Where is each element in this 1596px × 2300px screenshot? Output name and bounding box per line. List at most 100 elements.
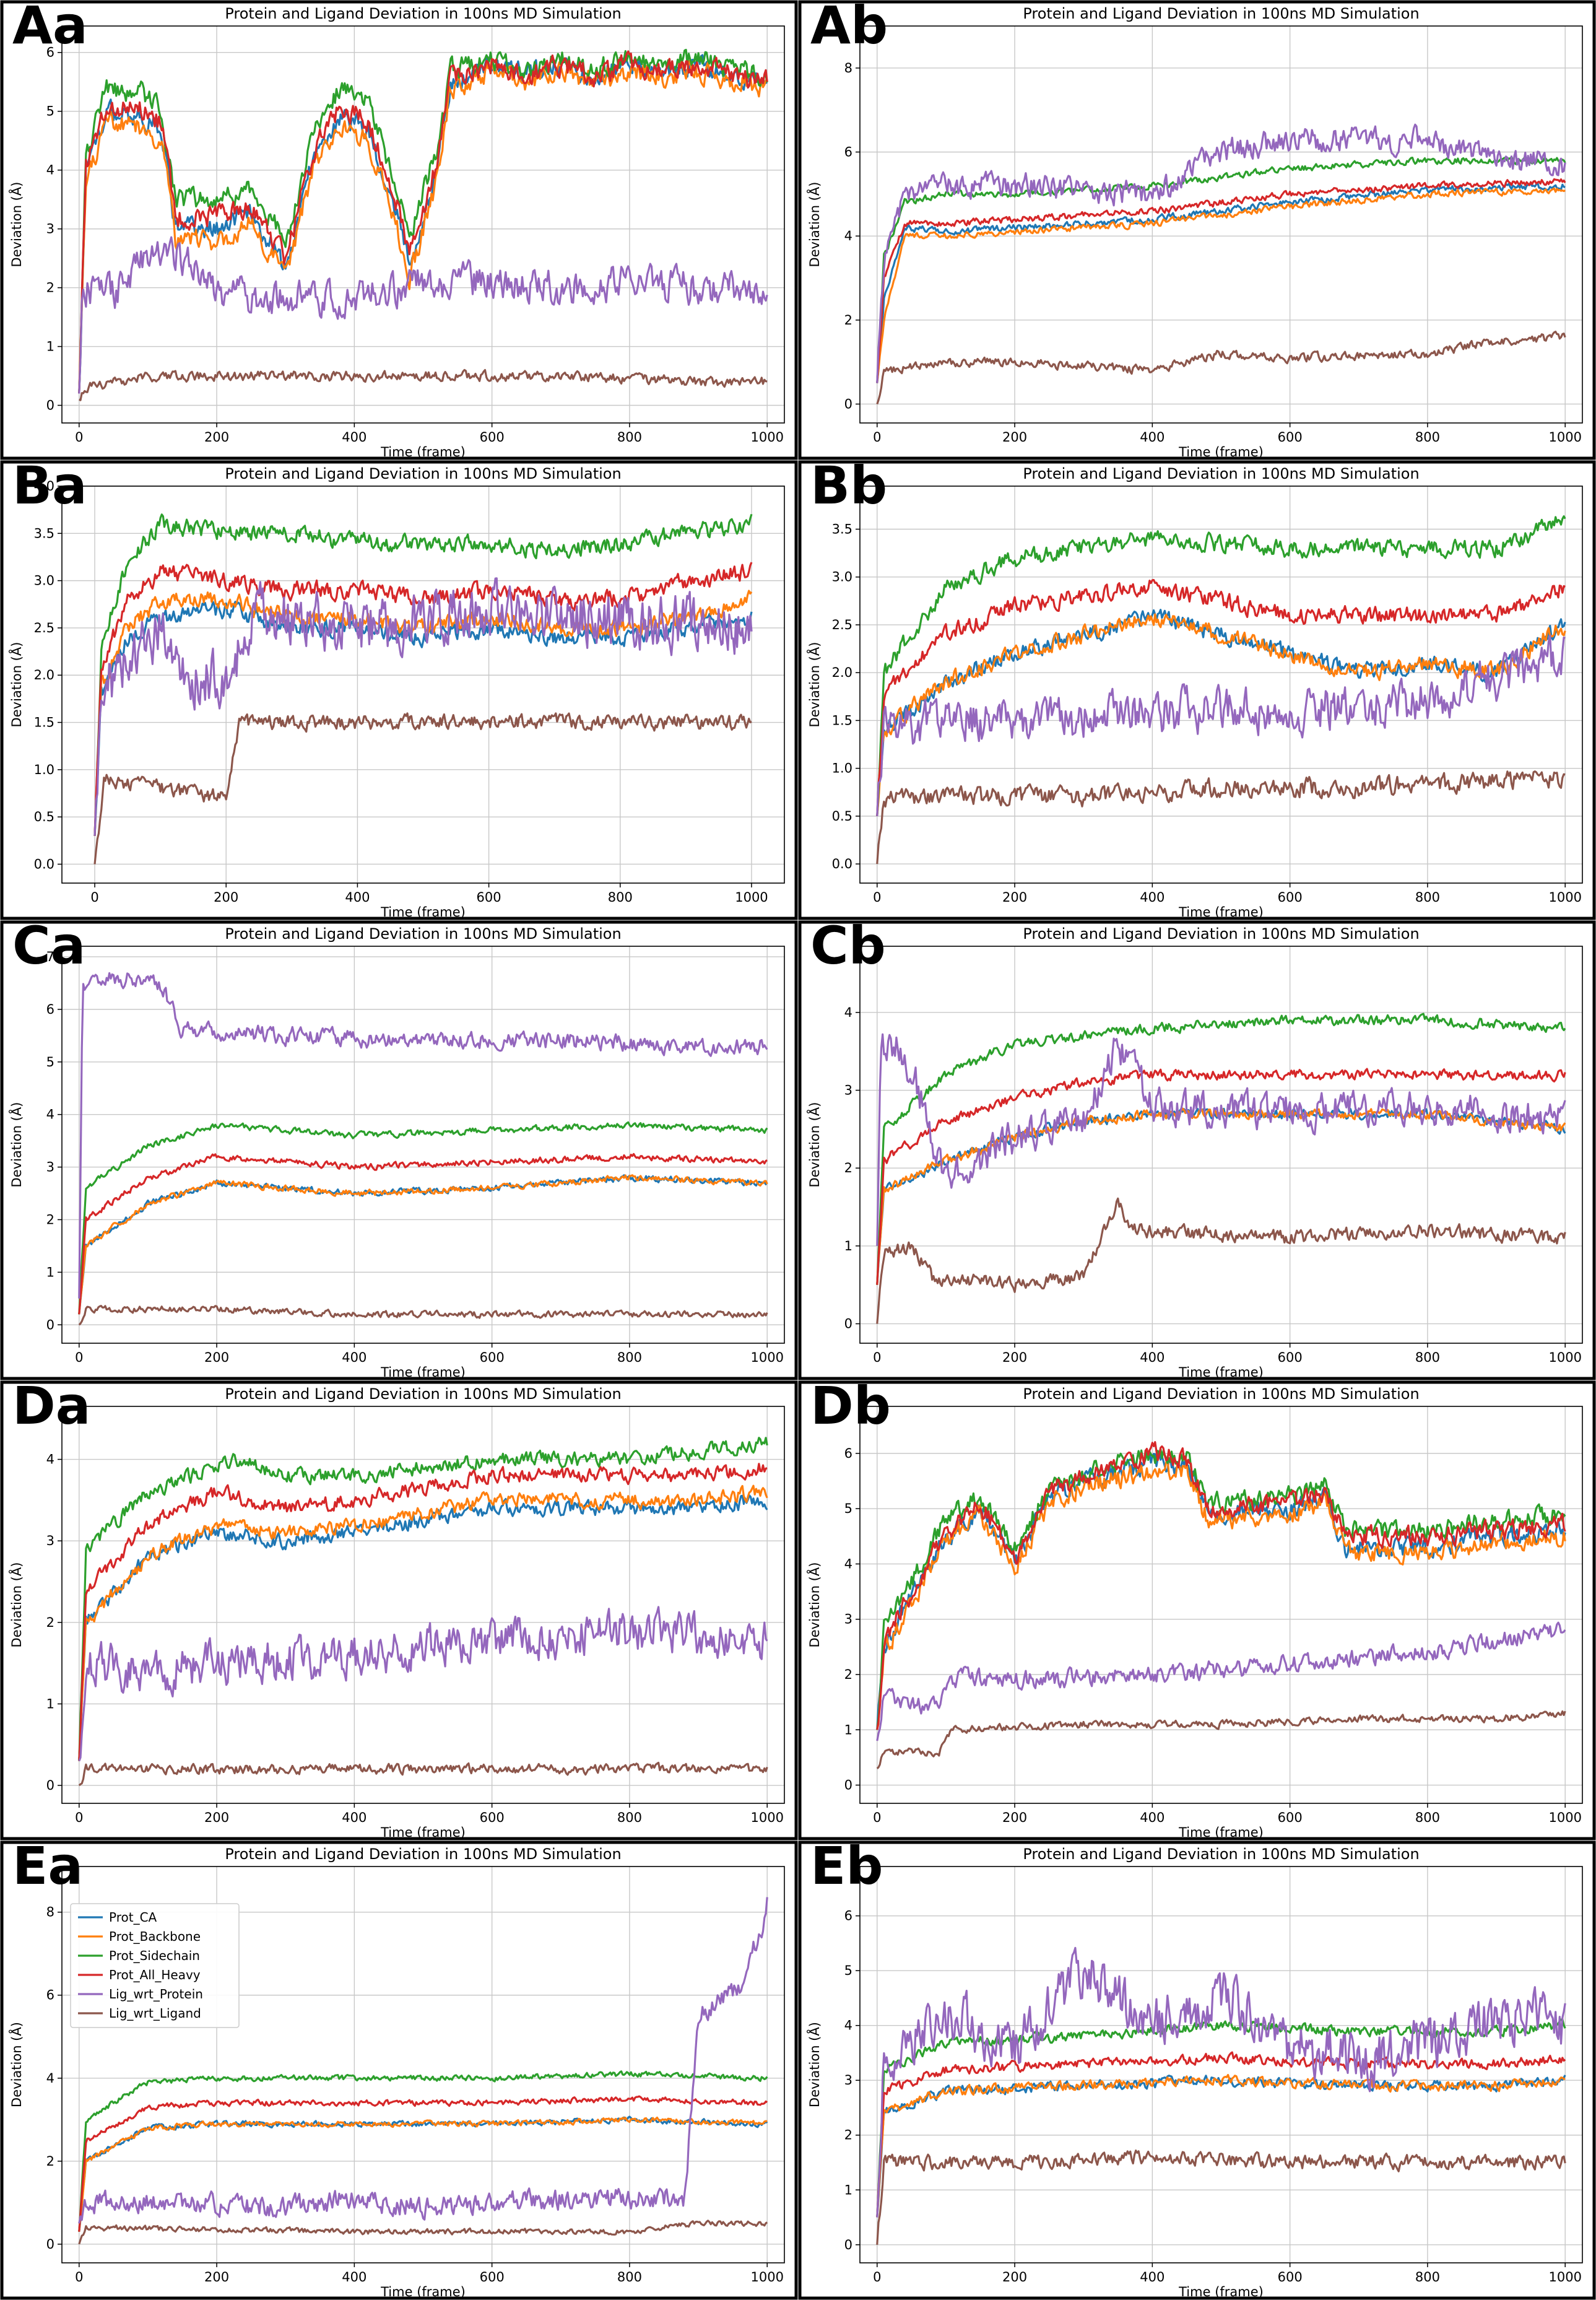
x-tick-label: 600 xyxy=(1278,430,1303,445)
series-line-prot-all-heavy xyxy=(78,50,768,394)
y-tick-label: 6 xyxy=(844,144,852,159)
y-tick-label: 2 xyxy=(844,2128,852,2143)
series-line-lig-wrt-protein xyxy=(876,1946,1566,2218)
y-axis-label: Deviation (Å) xyxy=(8,2022,24,2107)
series-line-prot-all-heavy xyxy=(78,1463,768,1761)
y-tick-label: 0 xyxy=(844,396,852,411)
y-tick-label: 5 xyxy=(844,1501,852,1516)
legend-entry: Prot_CA xyxy=(109,1910,157,1925)
x-axis-label: Time (frame) xyxy=(380,445,466,460)
y-axis-label: Deviation (Å) xyxy=(806,1562,822,1648)
y-tick-label: 0 xyxy=(46,1778,54,1793)
series-group xyxy=(78,1897,768,2245)
series-line-lig-wrt-protein xyxy=(876,1033,1566,1246)
series-group xyxy=(78,48,768,401)
panel-label: Aa xyxy=(12,0,88,56)
panel-db: 0 200 400 600 800 1000 0 1 2 3 4 5 6 Protein and Liga… xyxy=(798,1375,1596,1840)
y-axis-label: Deviation (Å) xyxy=(8,1562,24,1648)
chart-title: Protein and Ligand Deviation in 100ns MD… xyxy=(225,5,621,22)
y-tick-label: 1 xyxy=(844,2182,852,2197)
y-tick-label: 3.5 xyxy=(34,526,54,541)
x-tick-label: 200 xyxy=(1002,890,1027,905)
series-line-prot-sidechain xyxy=(876,155,1566,383)
series-line-lig-wrt-protein xyxy=(78,1606,768,1762)
legend-entry: Lig_wrt_Protein xyxy=(109,1987,203,2002)
series-group xyxy=(876,515,1566,865)
axes-frame xyxy=(859,486,1583,884)
x-tick-label: 0 xyxy=(75,1350,83,1365)
x-tick-label: 800 xyxy=(1415,1350,1440,1365)
series-line-prot-sidechain xyxy=(78,1121,768,1315)
x-axis-label: Time (frame) xyxy=(1178,1825,1264,1840)
chart-title: Protein and Ligand Deviation in 100ns MD… xyxy=(225,465,621,482)
y-tick-label: 0.5 xyxy=(34,809,54,824)
x-axis-label: Time (frame) xyxy=(380,905,466,920)
y-tick-label: 0.0 xyxy=(34,856,54,871)
y-tick-label: 6 xyxy=(844,1446,852,1461)
chart-title: Protein and Ligand Deviation in 100ns MD… xyxy=(1023,5,1419,22)
series-line-lig-wrt-ligand xyxy=(876,2150,1566,2245)
series-line-prot-sidechain xyxy=(78,48,768,394)
x-tick-label: 600 xyxy=(480,1810,505,1825)
x-tick-label: 1000 xyxy=(1548,2270,1581,2285)
x-tick-label: 400 xyxy=(1140,2270,1164,2285)
tick-labels: 0 200 400 600 800 1000 0 2 4 6 8 xyxy=(844,61,1582,445)
y-tick-label: 1 xyxy=(844,1239,852,1253)
x-tick-label: 600 xyxy=(480,430,505,445)
y-tick-label: 4 xyxy=(46,1107,54,1122)
y-tick-label: 2 xyxy=(46,281,54,295)
chart-title: Protein and Ligand Deviation in 100ns MD… xyxy=(225,1385,621,1403)
x-axis-label: Time (frame) xyxy=(380,1365,466,1380)
tick-labels: 0 200 400 600 800 1000 0.0 0.5 1.0 1.5 2.0 2.5 3.0 3.… xyxy=(34,479,768,905)
series-group xyxy=(876,1441,1566,1769)
grid xyxy=(62,946,784,1343)
x-tick-label: 200 xyxy=(1002,430,1027,445)
series-group xyxy=(78,972,768,1326)
x-tick-label: 0 xyxy=(873,1350,881,1365)
y-tick-label: 6 xyxy=(46,45,54,60)
y-tick-label: 3 xyxy=(844,2073,852,2088)
tick-labels: 0 200 400 600 800 1000 0 1 2 3 4 xyxy=(844,1005,1582,1365)
series-line-prot-backbone xyxy=(78,1484,768,1761)
x-tick-label: 200 xyxy=(204,1810,229,1825)
y-tick-label: 3 xyxy=(46,222,54,237)
x-tick-label: 200 xyxy=(204,430,229,445)
x-tick-label: 400 xyxy=(342,1810,366,1825)
series-line-prot-sidechain xyxy=(876,515,1566,816)
y-tick-label: 5 xyxy=(844,1963,852,1978)
axes-frame xyxy=(61,486,785,884)
panel-eb: 0 200 400 600 800 1000 0 1 2 3 4 5 6 Protein and Liga… xyxy=(798,1836,1596,2300)
axes-frame xyxy=(61,25,785,424)
axes-frame xyxy=(61,1866,785,2263)
x-axis-label: Time (frame) xyxy=(1178,445,1264,460)
series-line-prot-sidechain xyxy=(93,513,753,836)
legend-entry: Prot_All_Heavy xyxy=(109,1967,201,1982)
series-line-lig-wrt-ligand xyxy=(876,1710,1566,1769)
series-line-prot-all-heavy xyxy=(876,2051,1566,2218)
panel-ba: 0 200 400 600 800 1000 0.0 0.5 1.0 1.5 2.0 2.5 3.0 3.… xyxy=(0,455,798,920)
series-line-lig-wrt-protein xyxy=(78,236,768,394)
y-tick-label: 2 xyxy=(46,2154,54,2169)
x-tick-label: 800 xyxy=(1415,1810,1440,1825)
series-line-prot-all-heavy xyxy=(93,562,753,836)
grid xyxy=(860,486,1582,883)
grid xyxy=(62,26,784,423)
legend-entry: Prot_Backbone xyxy=(109,1929,201,1944)
x-tick-label: 800 xyxy=(617,430,642,445)
y-axis-label: Deviation (Å) xyxy=(806,1102,822,1188)
y-tick-label: 4 xyxy=(844,1005,852,1020)
x-tick-label: 800 xyxy=(608,890,633,905)
series-group xyxy=(876,123,1566,405)
y-tick-label: 1.0 xyxy=(832,761,852,776)
legend: Prot_CA Prot_Backbone Prot_Sidechain Prot_A… xyxy=(70,1903,240,2028)
series-line-lig-wrt-ligand xyxy=(876,770,1566,865)
panel-label: Bb xyxy=(810,455,887,516)
y-tick-label: 8 xyxy=(46,1905,54,1920)
series-line-prot-backbone xyxy=(93,590,753,836)
x-tick-label: 400 xyxy=(1140,1810,1164,1825)
chart-title: Protein and Ligand Deviation in 100ns MD… xyxy=(1023,465,1419,482)
x-tick-label: 600 xyxy=(1278,890,1303,905)
panel-label: Ca xyxy=(12,915,85,976)
y-tick-label: 1.0 xyxy=(34,762,54,777)
